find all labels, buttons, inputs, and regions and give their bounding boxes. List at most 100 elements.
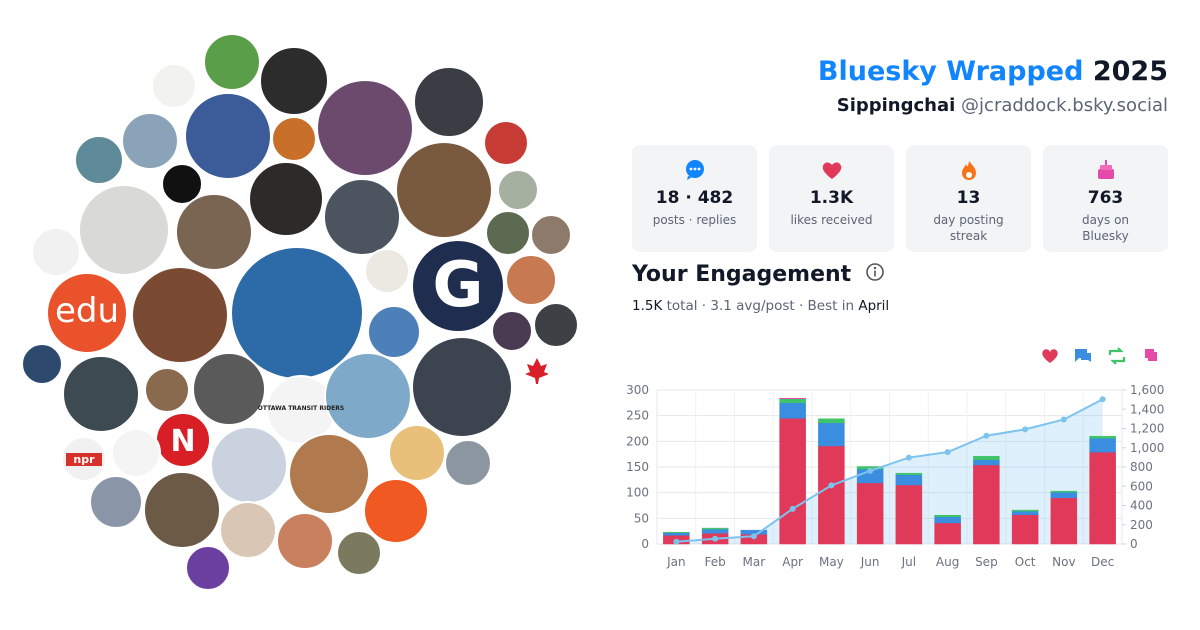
avatar: [288, 433, 370, 515]
plot-frame: [656, 389, 1123, 545]
bar-segment: [973, 464, 1000, 545]
avatar: [367, 305, 421, 359]
y-tick-label: 250: [626, 409, 649, 423]
line: [676, 398, 1104, 543]
avatar: [62, 355, 140, 433]
stat-value: 1.3K: [809, 188, 854, 208]
logo-box: [66, 453, 102, 466]
x-tick-label: Jun: [860, 555, 880, 569]
y2-tick-label: 1,600: [1130, 383, 1164, 397]
stat-label: day posting streak: [933, 213, 1004, 243]
avatar: [444, 439, 492, 487]
bar-segment: [934, 515, 961, 518]
avatar-label: G: [433, 248, 484, 321]
x-tick-label: Apr: [782, 555, 803, 569]
y2-tick-label: 1,000: [1130, 441, 1164, 455]
y-tick-label: 200: [626, 434, 649, 448]
avatar: [31, 227, 81, 277]
stat-label: days on Bluesky: [1081, 213, 1130, 243]
y2-tick-label: 0: [1130, 537, 1138, 551]
avatar: [505, 254, 557, 306]
line-point: [1099, 396, 1106, 403]
avatar: [363, 478, 429, 544]
stat-card: 1.3K likes received: [769, 145, 894, 252]
line-point: [944, 449, 951, 456]
stat-card: 13 day posting streak: [906, 145, 1031, 252]
x-tick-label: Feb: [705, 555, 726, 569]
line-point: [673, 538, 680, 545]
bar-segment: [856, 468, 884, 484]
bar-segment: [1011, 510, 1039, 515]
area: [676, 399, 1103, 544]
avatar: [259, 46, 329, 116]
avatar-cluster: edu npr G N OTTAWA TRANSIT RIDERS: [21, 33, 579, 591]
bar-segment: [701, 528, 729, 534]
avatar: [21, 343, 63, 385]
y-tick-label: 150: [626, 460, 649, 474]
avatar: [143, 471, 221, 549]
display-name: Sippingchai: [836, 95, 956, 116]
bar-segment: [1011, 514, 1039, 545]
avatar: [175, 193, 253, 271]
handle: @jcraddock.bsky.social: [961, 95, 1168, 116]
legend-icon: [1145, 349, 1157, 361]
maple-leaf: [525, 358, 549, 384]
legend-icon: [1075, 349, 1091, 362]
bar-segment: [1050, 490, 1078, 493]
avatar: [533, 302, 579, 348]
title: Bluesky Wrapped 2025: [818, 56, 1168, 87]
bar-segment: [740, 533, 768, 545]
avatar: [395, 141, 493, 239]
summary-best: April: [858, 298, 890, 314]
line-point: [750, 533, 757, 540]
y2-tick-label: 1,200: [1130, 422, 1164, 436]
section-title: Your Engagement: [632, 262, 885, 287]
bar-segment: [779, 397, 806, 399]
x-tick-label: Jan: [666, 555, 686, 569]
x-tick-label: Sep: [975, 555, 998, 569]
avatar: [483, 120, 529, 166]
avatar: [151, 63, 197, 109]
avatar: [316, 79, 414, 177]
info-icon[interactable]: [865, 262, 885, 282]
avatar: [185, 545, 231, 591]
bar-segment: [701, 527, 729, 530]
bar-segment: [895, 472, 923, 475]
x-tick-label: May: [819, 555, 844, 569]
bar-segment: [818, 418, 845, 424]
x-tick-label: Aug: [936, 555, 959, 569]
bar-segment: [856, 466, 884, 470]
legend-icon: [1108, 347, 1126, 365]
bar-segment: [779, 417, 806, 545]
avatar: [248, 161, 324, 237]
bar-segment: [895, 474, 923, 486]
y2-tick-label: 200: [1130, 518, 1153, 532]
x-tick-label: Dec: [1091, 555, 1114, 569]
avatar: [336, 530, 382, 576]
bar-segment: [663, 532, 690, 536]
summary: 1.5K total · 3.1 avg/post · Best in Apri…: [632, 298, 889, 314]
y-tick-label: 0: [641, 537, 649, 551]
stat-value: 13: [956, 188, 981, 208]
line-point: [712, 535, 719, 542]
bar-segment: [779, 398, 806, 404]
avatar: [219, 501, 277, 559]
avatar: [121, 112, 179, 170]
avatar: [192, 352, 266, 426]
icon: [1097, 160, 1114, 179]
y-tick-label: 300: [626, 383, 649, 397]
avatar: [111, 428, 161, 478]
bar-segment: [934, 516, 961, 524]
summary-total: 1.5K: [632, 298, 663, 314]
y2-tick-label: 400: [1130, 499, 1153, 513]
bar-segment: [818, 422, 845, 447]
legend-icon: [1042, 349, 1058, 363]
stat-card: 18 · 482 posts · replies: [632, 145, 757, 252]
line-point: [1022, 426, 1029, 433]
avatar-label: N: [170, 424, 195, 459]
y2-tick-label: 1,400: [1130, 402, 1164, 416]
avatar: [276, 512, 334, 570]
icon: [822, 162, 841, 179]
line-point: [789, 505, 796, 512]
